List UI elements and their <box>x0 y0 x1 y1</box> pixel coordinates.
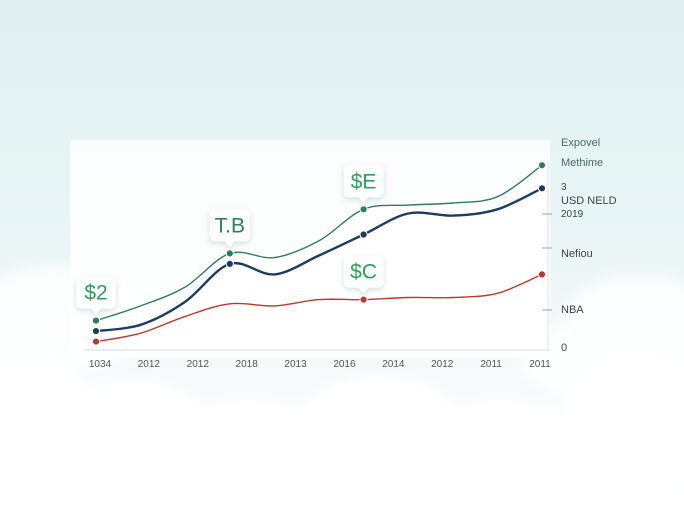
right-axis-label: 3 <box>561 182 567 193</box>
data-point <box>537 161 547 170</box>
x-tick-label: 2011 <box>480 359 502 370</box>
data-point <box>91 327 101 336</box>
callout-box <box>209 209 250 248</box>
callout-bubble: $E <box>343 165 384 204</box>
series-line-1 <box>95 164 543 322</box>
x-tick-label: 2012 <box>138 359 161 370</box>
callout-box <box>76 276 116 315</box>
series-line-2 <box>94 187 544 333</box>
data-point <box>537 270 547 279</box>
callout-bubble: $2 <box>76 276 116 315</box>
data-point <box>225 249 234 258</box>
x-tick-label: 2014 <box>382 359 405 370</box>
right-axis-label: Methime <box>561 157 603 169</box>
x-tick-label: 2012 <box>187 359 210 370</box>
callout-box <box>343 165 384 204</box>
data-point <box>225 259 234 268</box>
plot-area: $2 T.B $E $C 1034 2012 2012 2018 2013 2016 2014 201… <box>76 137 617 370</box>
callout-bubble: T.B <box>209 209 250 248</box>
right-axis-label: Nefiou <box>561 248 593 260</box>
right-axis-label: USD NELD <box>561 195 617 207</box>
callout-label: $E <box>351 170 377 193</box>
callout-label: T.B <box>215 214 245 237</box>
data-point <box>537 184 547 193</box>
x-tick-label: 2018 <box>236 359 259 370</box>
x-tick-label: 1034 <box>89 359 112 370</box>
x-tick-label: 2012 <box>431 359 454 370</box>
right-axis-label: 0 <box>561 342 567 354</box>
x-tick-label: 2011 <box>529 359 551 370</box>
right-axis-label: 2019 <box>561 209 584 220</box>
callout-box <box>343 255 384 294</box>
data-point <box>359 205 368 214</box>
data-point <box>91 316 101 325</box>
callout-bubble: $C <box>343 255 384 294</box>
x-tick-label: 2016 <box>333 359 356 370</box>
callout-label: $2 <box>84 282 107 305</box>
right-axis-label: NBA <box>561 304 584 316</box>
callout-label: $C <box>350 261 377 284</box>
series-area-fill <box>96 165 542 350</box>
right-axis-label: Expovel <box>561 137 600 149</box>
data-point <box>359 295 368 304</box>
cloud-layer-front <box>0 350 684 513</box>
series-line-3 <box>95 273 543 343</box>
data-point <box>91 337 101 346</box>
data-point <box>359 230 368 239</box>
x-tick-label: 2013 <box>284 359 307 370</box>
